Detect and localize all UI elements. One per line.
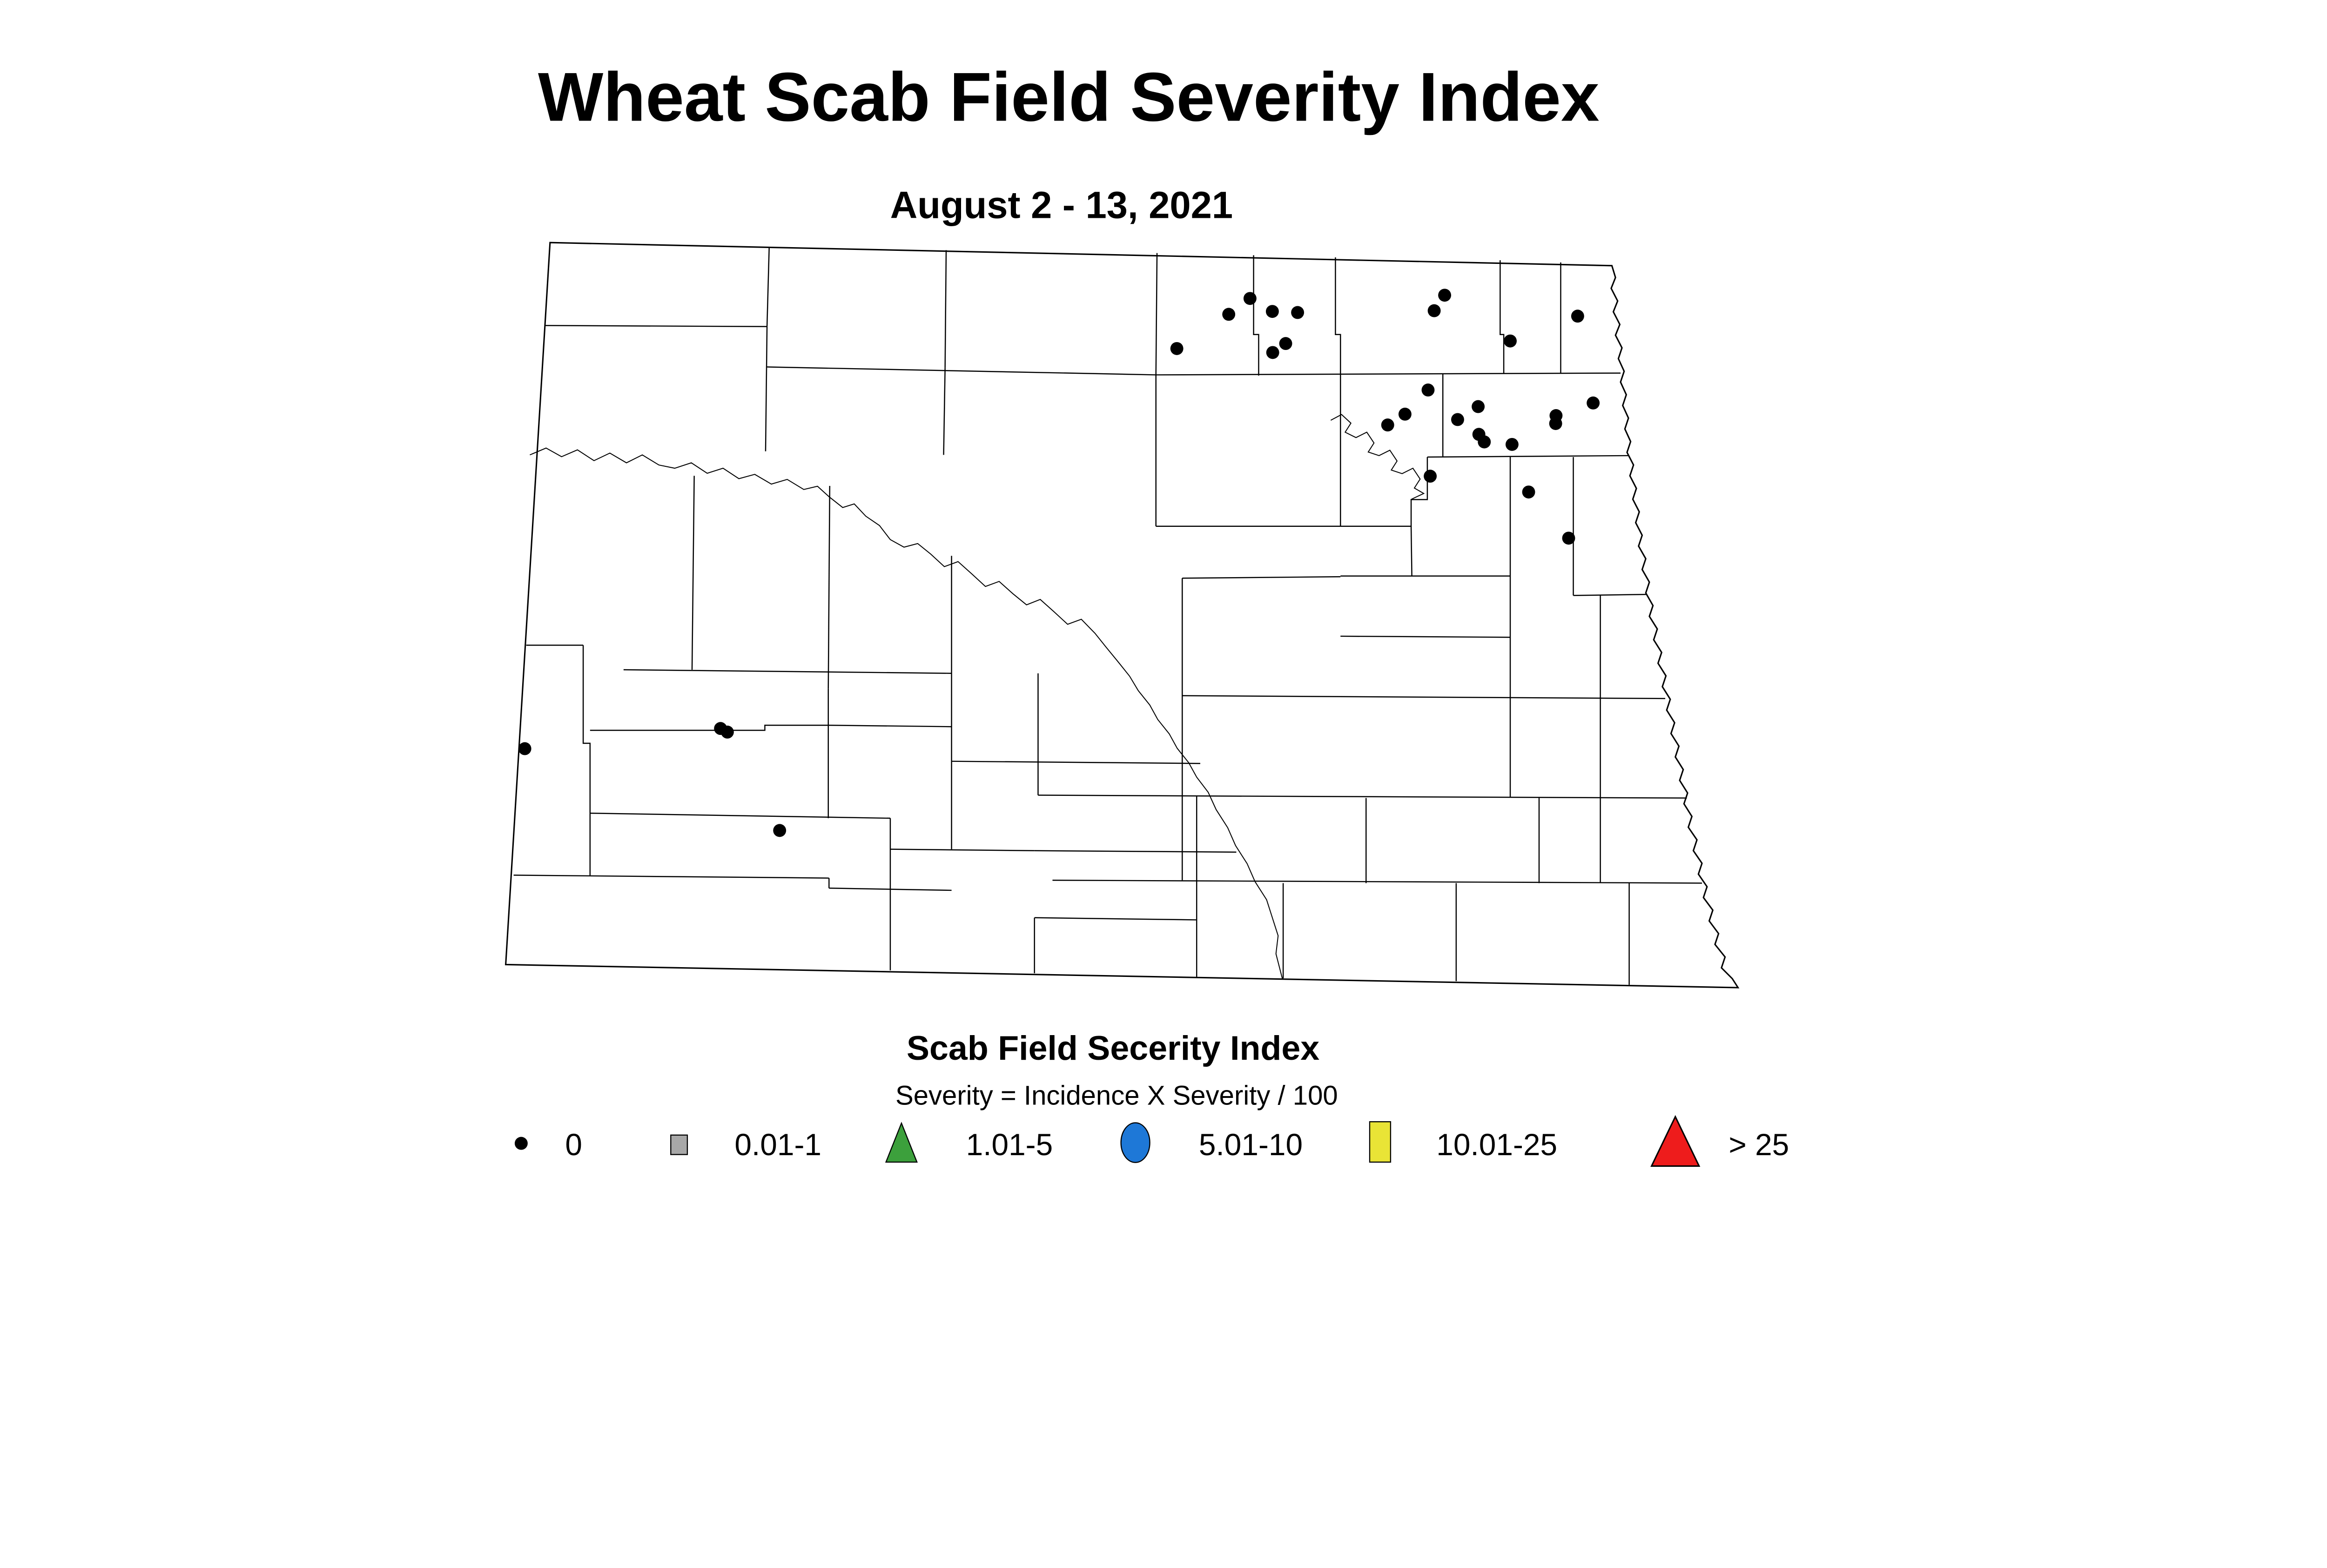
legend-symbol-dot: [514, 1137, 528, 1150]
wheat-scab-map-figure: Wheat Scab Field Severity Index August 2…: [0, 0, 2327, 1214]
missouri-river: [530, 447, 1283, 979]
map-point: [1505, 437, 1519, 451]
state-outline: [504, 242, 1740, 989]
map-point: [1504, 334, 1517, 348]
legend-title: Scab Field Secerity Index: [907, 1029, 1319, 1067]
legend-label: 1.01-5: [966, 1127, 1053, 1162]
map-point: [1243, 292, 1257, 305]
map-point: [1170, 342, 1184, 355]
legend-label: 5.01-10: [1199, 1127, 1303, 1162]
map-point: [720, 726, 734, 739]
map-point: [1381, 418, 1394, 432]
map-point: [1562, 532, 1575, 545]
page-background: [0, 0, 2327, 1214]
map-point: [1451, 413, 1464, 426]
map-point: [1291, 306, 1305, 319]
legend-symbol-triangle-large: [1650, 1115, 1701, 1167]
legend-label: > 25: [1728, 1127, 1789, 1162]
map-point: [1421, 384, 1435, 397]
legend: Scab Field Secerity Index Severity = Inc…: [514, 1029, 1789, 1167]
map-point: [1266, 346, 1279, 359]
map-point: [1279, 337, 1292, 350]
legend-symbol-square: [670, 1134, 688, 1155]
map-point: [1472, 400, 1485, 413]
map-point: [1265, 305, 1279, 318]
severity-data-points: [518, 289, 1600, 837]
legend-items: 0 0.01-1 1.01-5 5.01-10 10.01-25 > 25: [514, 1115, 1789, 1167]
map-point: [1427, 304, 1441, 317]
legend-label: 0.01-1: [734, 1127, 821, 1162]
map-point: [773, 824, 787, 837]
map-point: [1222, 308, 1236, 321]
legend-symbol-rect: [1369, 1121, 1392, 1163]
county-boundaries: [513, 247, 1702, 985]
map-point: [1424, 470, 1437, 483]
map-point: [1438, 289, 1452, 302]
legend-symbol-circle: [1120, 1122, 1150, 1163]
map-point: [1571, 310, 1584, 323]
map-point: [1549, 417, 1562, 430]
legend-formula: Severity = Incidence X Severity / 100: [895, 1081, 1338, 1111]
map-subtitle-date-range: August 2 - 13, 2021: [890, 184, 1233, 227]
north-dakota-map: [504, 242, 1740, 989]
map-point: [1398, 407, 1412, 421]
map-point: [518, 742, 531, 755]
devils-lake: [1330, 414, 1425, 500]
map-point: [1522, 485, 1535, 499]
legend-label: 0: [565, 1127, 582, 1162]
page-title: Wheat Scab Field Severity Index: [538, 58, 1600, 135]
legend-symbol-triangle: [885, 1122, 918, 1163]
legend-label: 10.01-25: [1436, 1127, 1557, 1162]
map-point: [1587, 396, 1600, 410]
map-point: [1478, 435, 1491, 449]
